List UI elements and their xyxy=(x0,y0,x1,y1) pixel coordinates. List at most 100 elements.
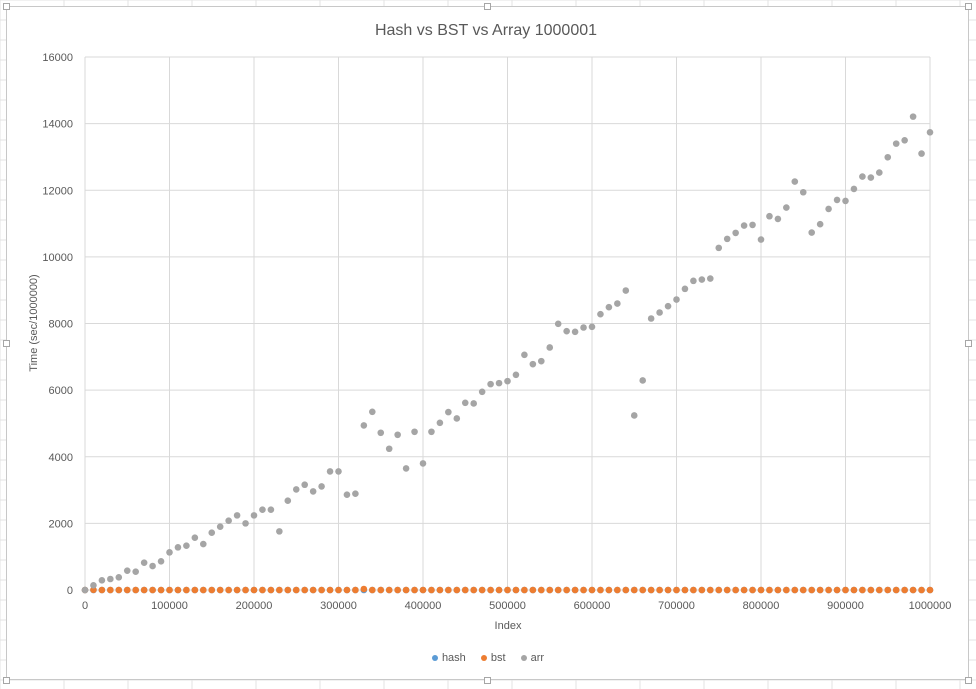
point-bst xyxy=(487,586,494,594)
point-bst xyxy=(884,586,892,594)
point-bst xyxy=(360,585,368,593)
point-arr xyxy=(385,445,393,453)
point-arr xyxy=(411,428,418,436)
point-bst xyxy=(107,586,114,594)
resize-handle-top-right[interactable] xyxy=(965,3,972,10)
point-bst xyxy=(690,586,697,594)
point-arr xyxy=(766,212,773,220)
point-arr xyxy=(191,534,199,541)
legend-label-bst: bst xyxy=(490,652,506,664)
point-bst xyxy=(343,586,351,594)
point-arr xyxy=(335,468,342,475)
point-arr xyxy=(799,188,807,196)
point-bst xyxy=(833,586,841,594)
x-tick-label: 700000 xyxy=(658,600,695,612)
point-arr xyxy=(90,582,97,589)
point-arr xyxy=(436,419,444,427)
point-bst xyxy=(554,586,562,594)
point-arr xyxy=(174,544,182,551)
point-bst xyxy=(292,586,300,594)
point-bst xyxy=(200,586,207,594)
point-arr xyxy=(681,285,689,293)
point-bst xyxy=(816,586,824,594)
point-bst xyxy=(461,586,469,594)
point-bst xyxy=(791,586,799,594)
point-bst xyxy=(926,586,934,594)
point-arr xyxy=(428,428,435,436)
resize-handle-left[interactable] xyxy=(3,340,10,347)
point-bst xyxy=(749,586,756,594)
point-bst xyxy=(394,586,401,594)
resize-handle-right[interactable] xyxy=(965,340,972,347)
point-bst xyxy=(301,586,309,594)
point-arr xyxy=(867,174,875,181)
point-arr xyxy=(588,323,596,331)
point-arr xyxy=(757,236,765,243)
resize-handle-bottom-left[interactable] xyxy=(3,677,10,684)
point-arr xyxy=(157,558,165,565)
point-arr xyxy=(183,542,190,549)
point-arr xyxy=(132,568,139,575)
point-bst xyxy=(605,586,613,594)
legend-item-bst[interactable]: bst xyxy=(480,652,506,664)
chart-title: Hash vs BST vs Array 1000001 xyxy=(375,22,597,39)
point-arr xyxy=(715,244,723,252)
point-bst xyxy=(267,586,275,594)
legend-item-hash[interactable]: hash xyxy=(431,652,466,664)
y-tick-label: 14000 xyxy=(42,119,73,131)
point-arr xyxy=(690,277,697,285)
x-tick-labels: 0 100000 200000 300000 400000 500000 600000 700… xyxy=(82,600,951,612)
point-arr xyxy=(707,275,714,282)
point-arr xyxy=(774,215,782,223)
y-axis-label: Time (sec/1000000) xyxy=(28,274,40,371)
chart-area[interactable] xyxy=(6,6,969,680)
point-bst xyxy=(512,586,520,594)
point-arr xyxy=(216,523,224,531)
point-bst xyxy=(132,586,139,594)
point-bst xyxy=(630,586,638,594)
legend[interactable]: hash bst arr xyxy=(0,652,976,664)
point-bst xyxy=(538,586,545,594)
point-arr xyxy=(614,300,621,307)
resize-handle-top-left[interactable] xyxy=(3,3,10,10)
point-bst xyxy=(183,586,190,594)
point-bst xyxy=(656,586,663,594)
point-arr xyxy=(276,528,283,535)
point-arr xyxy=(98,577,106,584)
point-arr xyxy=(901,136,908,144)
point-bst xyxy=(419,586,427,594)
point-arr xyxy=(200,540,207,548)
point-arr xyxy=(445,408,452,416)
point-bst xyxy=(428,586,435,594)
resize-handle-bottom[interactable] xyxy=(484,677,491,684)
point-arr xyxy=(816,220,824,228)
point-bst xyxy=(284,586,292,594)
x-tick-label: 1000000 xyxy=(909,600,952,612)
point-arr xyxy=(529,360,537,368)
point-bst xyxy=(216,586,224,594)
point-arr xyxy=(918,150,925,157)
resize-handle-top[interactable] xyxy=(484,3,491,10)
point-bst xyxy=(740,586,748,594)
point-bst xyxy=(918,586,925,594)
point-bst xyxy=(842,586,849,594)
point-arr xyxy=(394,431,401,439)
point-arr xyxy=(673,296,680,303)
point-arr xyxy=(107,575,114,583)
point-bst xyxy=(614,586,621,594)
point-arr xyxy=(259,506,266,514)
resize-handle-bottom-right[interactable] xyxy=(965,677,972,684)
data-points xyxy=(81,113,934,594)
point-bst xyxy=(546,586,554,594)
legend-marker-arr xyxy=(520,655,527,661)
point-bst xyxy=(140,586,148,594)
x-axis-label: Index xyxy=(495,620,522,632)
point-arr xyxy=(630,412,638,419)
point-bst xyxy=(647,586,655,594)
point-bst xyxy=(174,586,182,594)
point-arr xyxy=(622,287,630,294)
point-bst xyxy=(808,586,815,594)
point-bst xyxy=(707,586,714,594)
legend-item-arr[interactable]: arr xyxy=(520,652,544,664)
point-arr xyxy=(850,185,858,193)
